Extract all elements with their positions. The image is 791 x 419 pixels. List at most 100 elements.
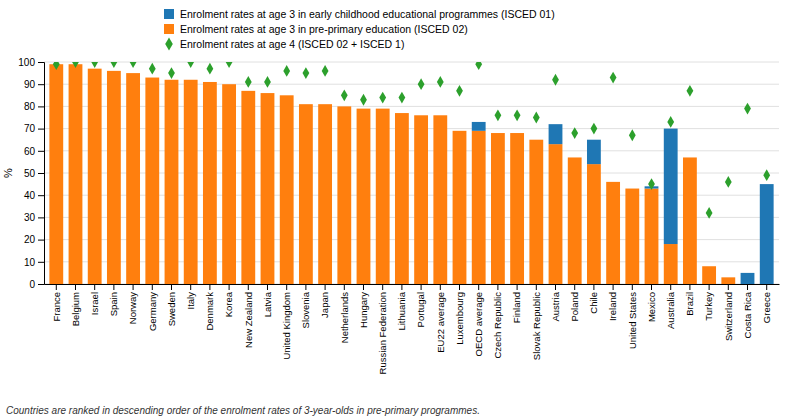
tick-mark — [536, 284, 537, 290]
tick-label: Israel — [89, 292, 100, 315]
tick-label: OECD average — [473, 292, 484, 356]
bar — [453, 131, 467, 284]
tick-label: Switzerland — [723, 292, 734, 341]
tick-label: Costa Rica — [742, 291, 753, 338]
tick: Korea — [223, 284, 234, 317]
bar — [107, 70, 121, 71]
tick-label: New Zealand — [243, 292, 254, 348]
tick-label: 10 — [24, 257, 36, 268]
bar — [702, 266, 716, 284]
tick-label: Chile — [588, 292, 599, 314]
legend-swatch — [164, 24, 174, 34]
legend-item: Enrolment rates at age 3 in pre-primary … — [164, 23, 468, 35]
marker — [591, 123, 598, 135]
bar — [88, 69, 102, 284]
bar — [165, 80, 179, 284]
bar — [645, 189, 659, 284]
tick-mark — [229, 284, 230, 290]
bar — [299, 104, 313, 284]
tick: Lithuania — [396, 284, 407, 331]
tick-mark — [651, 284, 652, 290]
tick-mark — [363, 284, 364, 290]
tick-mark — [38, 129, 44, 130]
tick-mark — [517, 284, 518, 290]
bar — [529, 140, 543, 284]
marker — [341, 89, 348, 101]
bar — [472, 122, 486, 131]
bar — [683, 157, 697, 284]
bar-series — [472, 122, 774, 284]
tick: 60 — [24, 146, 44, 157]
bar — [203, 81, 217, 82]
tick-label: Spain — [108, 292, 119, 316]
marker — [418, 78, 425, 90]
tick-label: 0 — [29, 279, 35, 290]
tick: Ireland — [607, 284, 618, 321]
bar — [683, 157, 697, 158]
tick: New Zealand — [243, 284, 254, 348]
marker — [187, 62, 194, 68]
bar — [702, 266, 716, 267]
tick: 100 — [18, 57, 44, 68]
tick: 70 — [24, 123, 44, 134]
bar — [606, 182, 620, 284]
tick: 50 — [24, 168, 44, 179]
tick-mark — [459, 284, 460, 290]
tick: 20 — [24, 234, 44, 245]
chart: FranceBelgiumIsraelSpainNorwayGermanySwe… — [0, 0, 791, 419]
bar — [414, 115, 428, 116]
axis-line — [38, 63, 45, 285]
tick-mark — [248, 284, 249, 290]
tick-mark — [56, 284, 57, 290]
tick-mark — [709, 284, 710, 290]
tick: OECD average — [473, 284, 484, 356]
legend-label: Enrolment rates at age 4 (ISCED 02 + ISC… — [180, 38, 404, 50]
tick: Netherlands — [339, 284, 350, 343]
tick: Mexico — [646, 284, 657, 322]
bar — [472, 131, 486, 284]
tick-label: Slovenia — [300, 291, 311, 328]
tick-mark — [38, 84, 44, 85]
tick-label: Portugal — [415, 292, 426, 327]
bar — [549, 124, 563, 144]
bar — [721, 277, 735, 278]
tick-label: Netherlands — [339, 292, 350, 343]
bar — [376, 109, 390, 284]
marker — [687, 85, 694, 97]
tick: United Kingdom — [281, 284, 292, 360]
marker — [264, 76, 271, 88]
tick: Germany — [147, 284, 158, 331]
marker — [706, 207, 713, 219]
bar — [145, 78, 159, 284]
tick: Israel — [89, 284, 100, 315]
bar — [203, 82, 217, 284]
tick-mark — [555, 284, 556, 290]
tick-mark — [593, 284, 594, 290]
tick-label: Belgium — [70, 292, 81, 326]
tick-mark — [113, 284, 114, 290]
bar — [107, 71, 121, 284]
tick-label: 60 — [24, 146, 36, 157]
tick-mark — [689, 284, 690, 290]
tick-label: 30 — [24, 212, 36, 223]
bar — [587, 140, 601, 164]
tick-mark — [38, 151, 44, 152]
bar — [357, 108, 371, 109]
tick-mark — [574, 284, 575, 290]
tick-label: 20 — [24, 234, 36, 245]
marker — [514, 109, 521, 121]
marker — [72, 62, 79, 68]
tick-mark — [344, 284, 345, 290]
tick: Austria — [550, 284, 561, 322]
bar — [69, 64, 83, 284]
bar — [529, 139, 543, 140]
tick-label: Slovak Republic — [531, 292, 542, 360]
legend-item: Enrolment rates at age 4 (ISCED 02 + ISC… — [165, 37, 404, 50]
bar — [741, 273, 755, 284]
tick: 80 — [24, 101, 44, 112]
bar — [126, 73, 140, 74]
tick-mark — [305, 284, 306, 290]
marker — [763, 169, 770, 181]
tick: Luxembourg — [454, 284, 465, 345]
marker — [648, 178, 655, 190]
